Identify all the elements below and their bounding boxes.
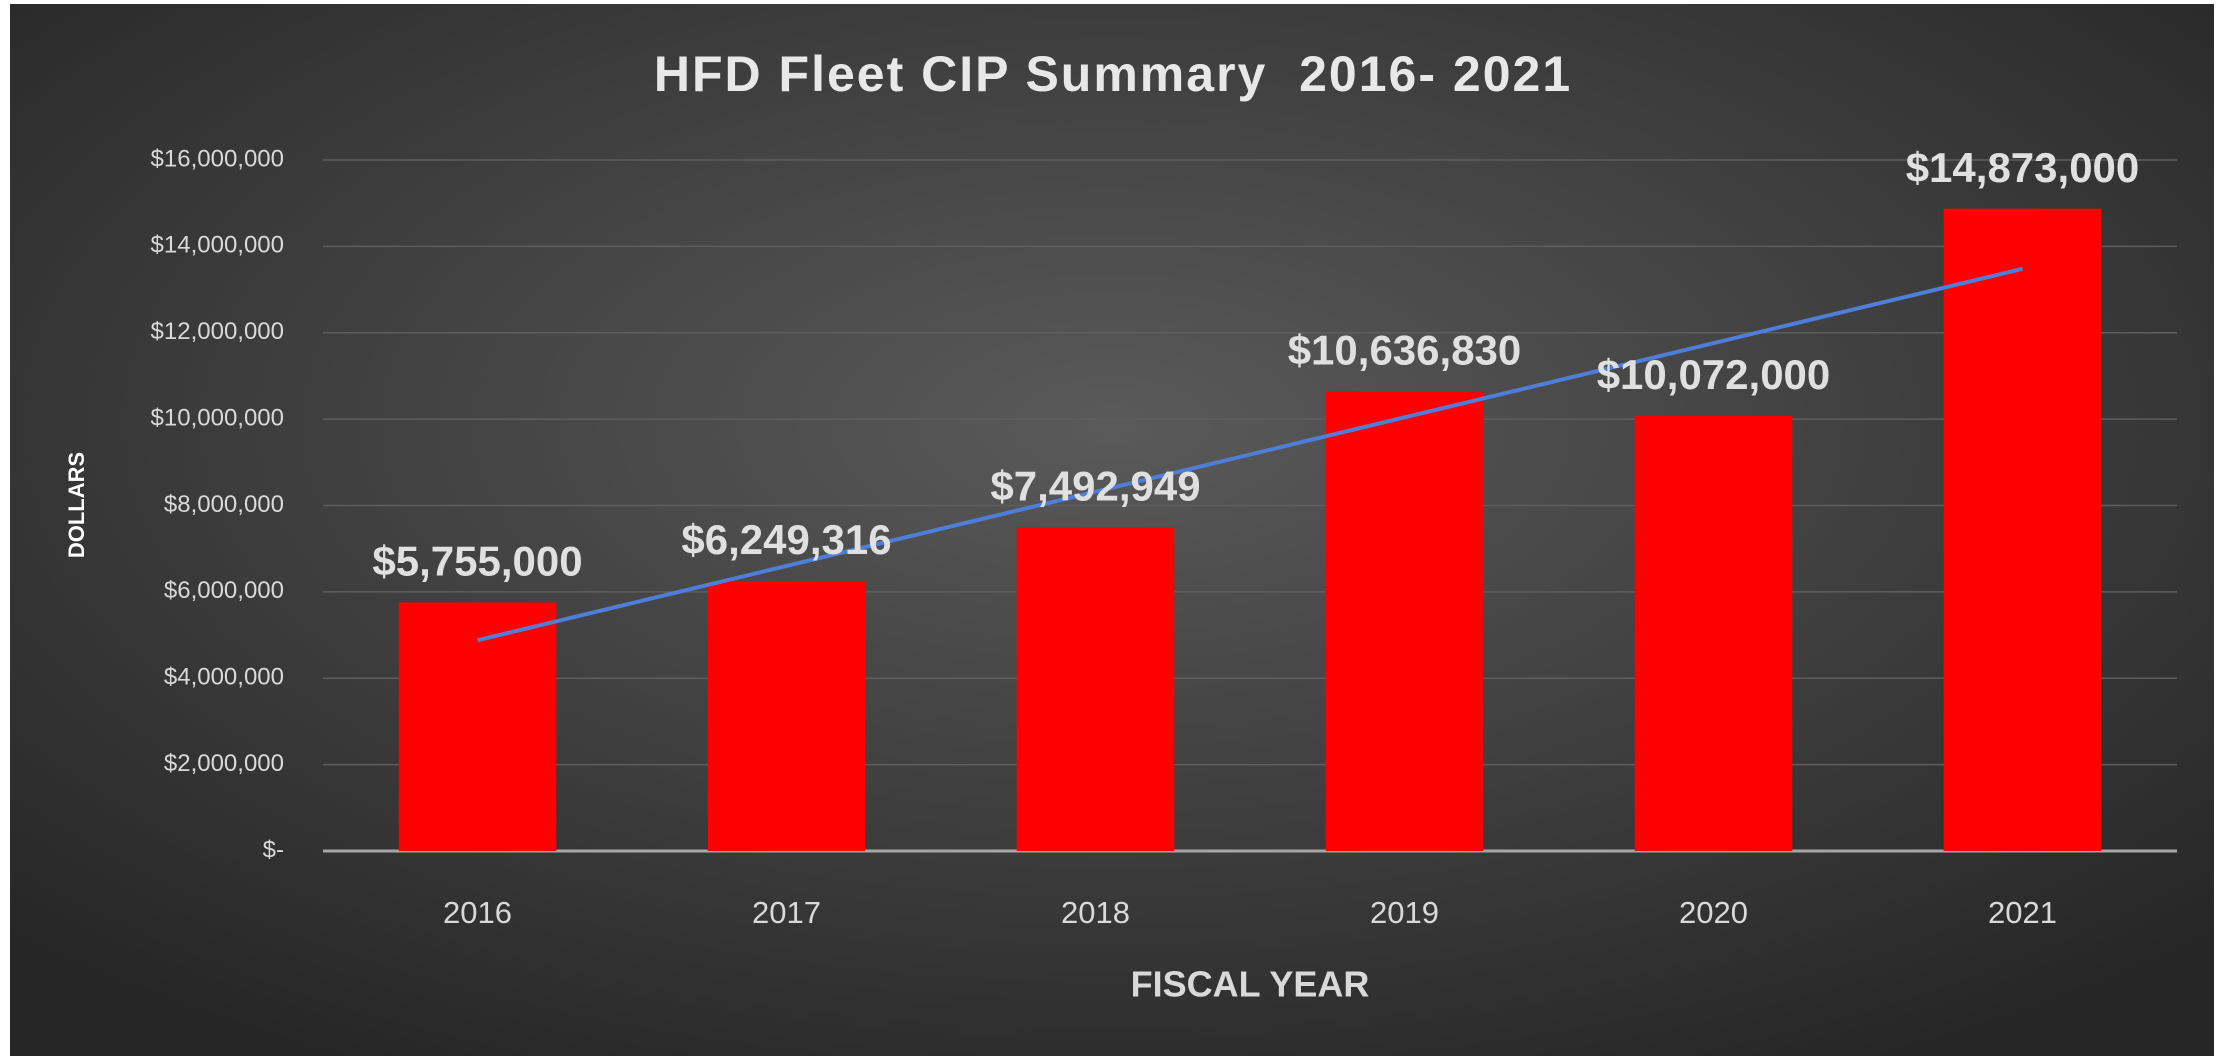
y-tick-label: $2,000,000 xyxy=(164,750,284,777)
bar xyxy=(707,581,866,851)
bar xyxy=(1943,208,2102,852)
trendline xyxy=(477,266,2023,643)
x-tick-label: 2019 xyxy=(1370,895,1439,930)
data-label: $10,636,830 xyxy=(1288,327,1522,374)
data-label: $6,249,316 xyxy=(681,516,891,563)
x-tick-label: 2016 xyxy=(443,895,512,930)
data-label: $14,873,000 xyxy=(1906,144,2140,191)
x-tick-label: 2017 xyxy=(752,895,821,930)
y-tick-label: $4,000,000 xyxy=(164,664,284,691)
bar xyxy=(1016,527,1175,851)
bar xyxy=(1634,416,1793,851)
data-label: $7,492,949 xyxy=(990,462,1200,509)
x-tick-label: 2021 xyxy=(1988,895,2057,930)
chart-title: HFD Fleet CIP Summary 2016- 2021 xyxy=(654,46,1572,102)
y-tick-label: $- xyxy=(263,836,284,863)
y-tick-label: $12,000,000 xyxy=(151,318,284,345)
y-tick-label: $14,000,000 xyxy=(151,232,284,259)
y-axis-title: DOLLARS xyxy=(64,452,89,558)
y-tick-label: $6,000,000 xyxy=(164,577,284,604)
y-tick-label: $10,000,000 xyxy=(151,404,284,431)
y-tick-label: $16,000,000 xyxy=(151,145,284,172)
bar xyxy=(1325,391,1484,851)
x-tick-label: 2018 xyxy=(1061,895,1130,930)
x-tick-label: 2020 xyxy=(1679,895,1748,930)
bar xyxy=(398,602,557,851)
data-label: $10,072,000 xyxy=(1597,351,1831,398)
data-label: $5,755,000 xyxy=(372,538,582,585)
y-tick-label: $8,000,000 xyxy=(164,491,284,518)
x-axis-title: FISCAL YEAR xyxy=(1131,964,1370,1005)
